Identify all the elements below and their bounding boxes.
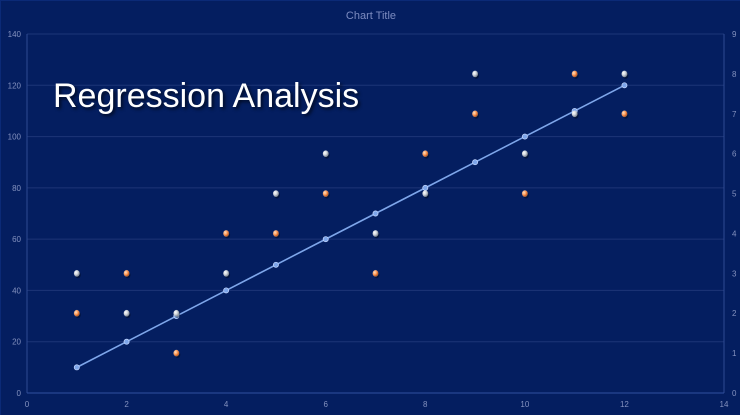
regression-point xyxy=(322,236,329,243)
regression-line xyxy=(76,84,625,369)
x-tick-label: 2 xyxy=(124,400,129,409)
x-tick-label: 4 xyxy=(224,400,229,409)
orange-scatter-point xyxy=(472,110,479,118)
regression-point xyxy=(472,159,479,166)
y-tick-label-left: 100 xyxy=(8,133,22,142)
grey-scatter-point xyxy=(123,309,130,317)
y-tick-label-right: 5 xyxy=(732,190,737,199)
grey-scatter-point xyxy=(272,190,279,198)
regression-point xyxy=(621,82,628,89)
y-tick-label-right: 2 xyxy=(732,309,737,318)
orange-scatter-point xyxy=(521,190,528,198)
grey-scatter-point xyxy=(571,110,578,118)
y-tick-label-left: 80 xyxy=(12,184,21,193)
y-tick-label-right: 4 xyxy=(732,229,737,238)
orange-scatter-point xyxy=(372,269,379,277)
y-tick-label-left: 40 xyxy=(12,286,21,295)
x-tick-label: 12 xyxy=(620,400,629,409)
y-tick-label-right: 7 xyxy=(732,110,737,119)
y-tick-label-right: 9 xyxy=(732,30,737,39)
grey-scatter-point xyxy=(173,309,180,317)
x-tick-label: 8 xyxy=(423,400,428,409)
overlay-title: Regression Analysis xyxy=(53,77,360,115)
regression-point xyxy=(372,210,379,217)
grey-scatter-point xyxy=(322,150,329,158)
y-tick-label-right: 6 xyxy=(732,150,737,159)
orange-scatter-point xyxy=(73,309,80,317)
y-tick-label-left: 0 xyxy=(17,389,22,398)
regression-point xyxy=(223,287,230,294)
orange-scatter-point xyxy=(123,269,130,277)
x-tick-label: 0 xyxy=(25,400,30,409)
y-tick-label-right: 8 xyxy=(732,70,737,79)
x-tick-label: 10 xyxy=(520,400,529,409)
y-tick-label-right: 0 xyxy=(732,389,737,398)
grey-scatter-point xyxy=(422,190,429,198)
grey-scatter-point xyxy=(223,269,230,277)
regression-point xyxy=(123,338,130,345)
x-tick-label: 14 xyxy=(720,400,729,409)
regression-point xyxy=(272,261,279,268)
grey-scatter-point xyxy=(521,150,528,158)
orange-scatter-point xyxy=(322,190,329,198)
orange-scatter-point xyxy=(621,110,628,118)
y-tick-label-left: 20 xyxy=(12,338,21,347)
orange-scatter-point xyxy=(173,349,180,357)
chart-title: Chart Title xyxy=(346,10,396,22)
regression-point xyxy=(521,133,528,140)
x-tick-label: 6 xyxy=(323,400,328,409)
grey-scatter-point xyxy=(73,269,80,277)
grey-scatter-point xyxy=(372,229,379,237)
y-tick-label-right: 3 xyxy=(732,269,737,278)
orange-scatter-point xyxy=(571,70,578,78)
orange-scatter-point xyxy=(422,150,429,158)
regression-point xyxy=(73,364,80,371)
y-tick-label-left: 60 xyxy=(12,235,21,244)
y-tick-label-right: 1 xyxy=(732,349,737,358)
grey-scatter-point xyxy=(621,70,628,78)
orange-scatter-point xyxy=(272,229,279,237)
y-tick-label-left: 140 xyxy=(8,30,22,39)
orange-scatter-point xyxy=(223,229,230,237)
regression-point xyxy=(422,184,429,191)
y-tick-label-left: 120 xyxy=(8,81,22,90)
grey-scatter-point xyxy=(472,70,479,78)
